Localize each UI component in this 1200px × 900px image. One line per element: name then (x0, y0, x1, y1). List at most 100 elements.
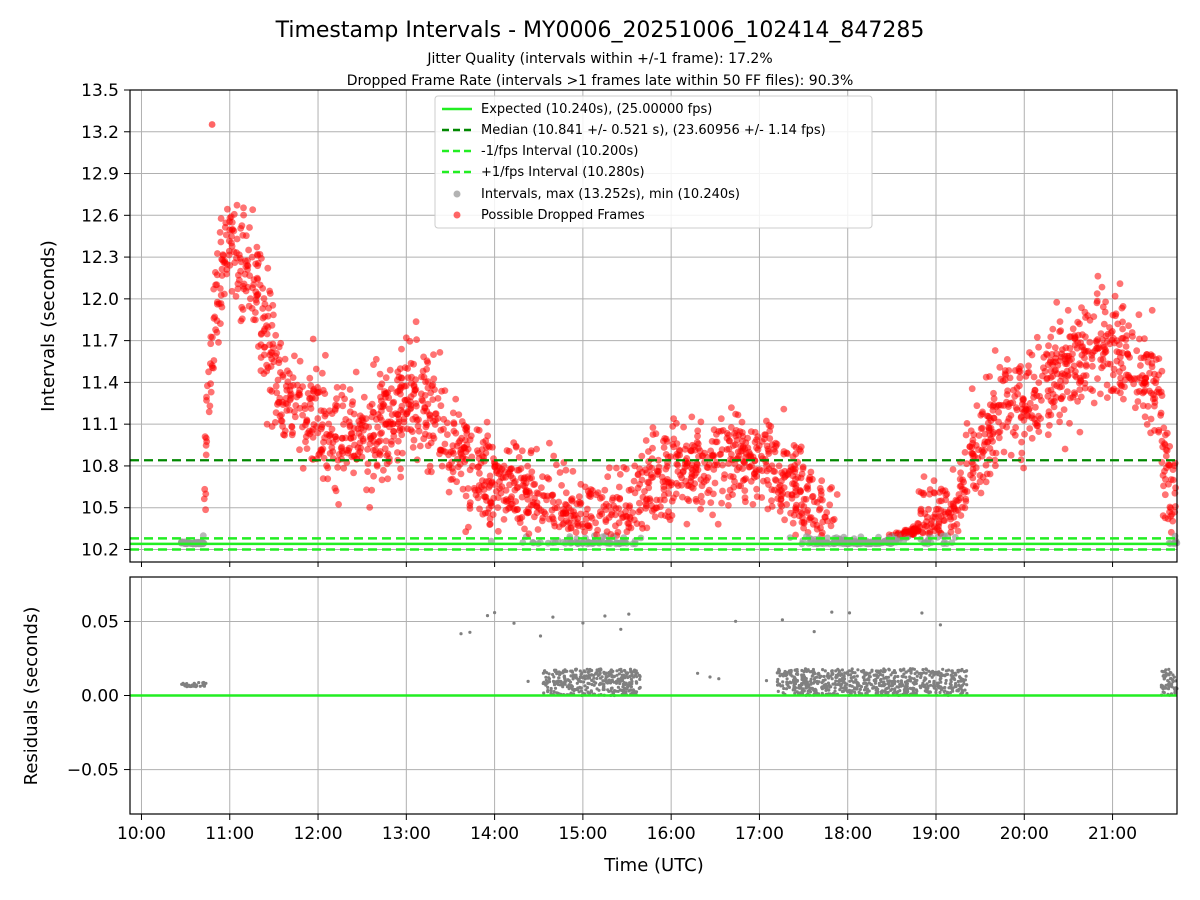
dropped-frame-point (1043, 375, 1051, 383)
dropped-frame-point (369, 408, 377, 416)
residual-point (914, 681, 918, 686)
dropped-frame-point (360, 437, 367, 445)
dropped-frame-point (781, 516, 788, 524)
dropped-frame-point (673, 460, 681, 468)
residual-point (563, 676, 567, 681)
dropped-frame-point (247, 295, 254, 303)
dropped-frame-point (332, 487, 340, 495)
dropped-frame-point (585, 522, 593, 530)
dropped-frame-point (1116, 280, 1124, 288)
dropped-frame-point (1053, 350, 1060, 358)
dropped-frame-point (979, 408, 986, 416)
residual-point (853, 690, 857, 694)
dropped-frame-point (616, 471, 624, 478)
residual-point (764, 679, 769, 683)
residual-point (590, 678, 594, 683)
dropped-frame-point (915, 488, 923, 495)
dropped-frame-point (1097, 356, 1105, 364)
residual-point (569, 674, 573, 678)
residual-point (617, 672, 622, 676)
dropped-frame-point (345, 418, 353, 426)
dropped-frame-point (615, 519, 623, 527)
residual-point (1164, 668, 1168, 672)
residual-point (889, 688, 893, 693)
dropped-frame-point (299, 383, 306, 390)
residual-point (781, 680, 785, 684)
residual-point (607, 670, 611, 675)
dropped-frame-point (468, 453, 476, 461)
residual-point (609, 689, 613, 693)
dropped-frame-point (350, 410, 358, 418)
dropped-frame-point (806, 476, 814, 484)
residual-point (920, 683, 925, 687)
dropped-frame-point (768, 486, 776, 494)
dropped-frame-point (453, 478, 460, 486)
dropped-frame-point (415, 427, 423, 435)
dropped-frame-point (378, 429, 385, 437)
dropped-frame-point (244, 262, 252, 270)
residual-point (872, 673, 876, 677)
dropped-frame-point (704, 454, 712, 461)
residual-point (944, 681, 948, 685)
dropped-frame-point (1133, 347, 1141, 355)
dropped-frame-point (732, 410, 739, 418)
dropped-frame-point (322, 351, 329, 359)
dropped-frame-point (683, 442, 690, 450)
dropped-frame-point (792, 504, 800, 512)
residual-point (838, 688, 842, 692)
dropped-frame-point (450, 420, 458, 428)
dropped-frame-point (381, 390, 388, 398)
dropped-frame-point (487, 499, 494, 507)
dropped-frame-point (370, 361, 377, 368)
dropped-frame-point (445, 488, 453, 496)
dropped-frame-point (252, 288, 260, 296)
dropped-frame-point (662, 451, 670, 458)
residual-point (823, 669, 827, 673)
dropped-frame-point (1000, 448, 1008, 456)
dropped-frame-point (710, 426, 718, 434)
dropped-frame-point (739, 444, 747, 452)
dropped-frame-point (278, 411, 285, 419)
residual-point (834, 679, 838, 683)
dropped-frame-point (643, 524, 651, 532)
residual-point (887, 683, 892, 688)
dropped-frame-point (1051, 344, 1059, 351)
dropped-frame-point (605, 503, 613, 510)
dropped-frame-point (1047, 333, 1055, 341)
dropped-frame-point (652, 430, 660, 438)
dropped-frame-point (1044, 392, 1052, 400)
residual-point (614, 681, 619, 685)
dropped-frame-point (773, 440, 781, 448)
residual-point (615, 673, 619, 677)
residual-point (822, 674, 826, 679)
dropped-frame-point (286, 370, 293, 377)
dropped-frame-point (1017, 456, 1025, 464)
dropped-frame-point (670, 494, 677, 502)
dropped-frame-point (225, 251, 233, 259)
residual-point (190, 684, 194, 689)
intervals-y-tick-label: 12.6 (81, 206, 119, 226)
residual-point (846, 670, 850, 674)
residual-point (1167, 667, 1171, 672)
dropped-frame-point (312, 365, 320, 373)
dropped-frame-point (940, 517, 948, 524)
dropped-frame-point (1003, 391, 1011, 398)
residual-point (854, 678, 858, 682)
dropped-frame-point (787, 509, 794, 517)
residual-point (920, 611, 924, 615)
dropped-frame-point (568, 495, 576, 503)
dropped-frame-point (1068, 355, 1075, 363)
dropped-frame-point (990, 395, 998, 403)
residual-point (586, 690, 590, 694)
dropped-frame-point (609, 494, 617, 502)
residual-point (792, 681, 797, 686)
residual-point (602, 670, 606, 674)
dropped-frame-point (1017, 363, 1024, 370)
residual-point (941, 667, 945, 671)
residual-point (960, 683, 965, 687)
residual-point (836, 672, 841, 676)
x-tick-label: 16:00 (647, 824, 696, 844)
residual-point (851, 675, 855, 679)
dropped-frame-point (207, 333, 215, 341)
